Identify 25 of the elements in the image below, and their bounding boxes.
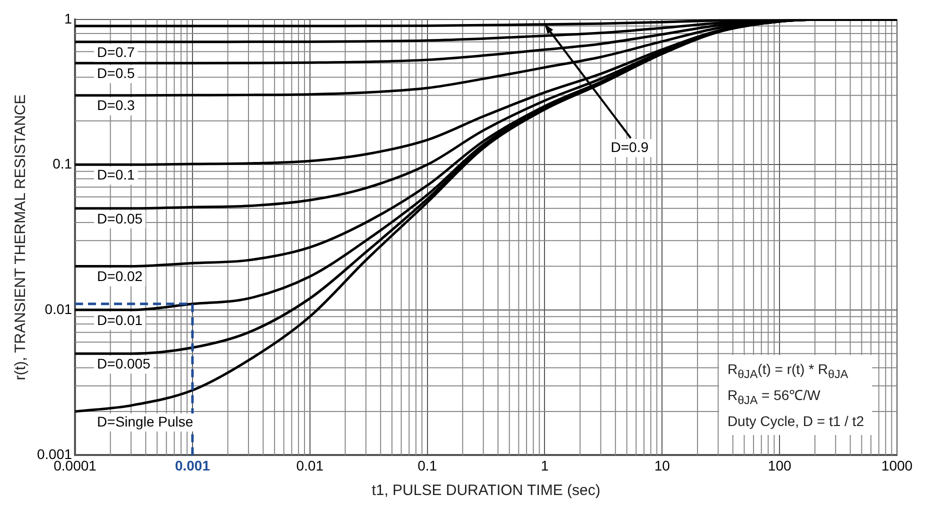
annotation: R$_{θJA}$(t) = r(t) * R$_{θJA}$ [727,360,850,384]
x-tick-label: 100 [768,457,792,474]
series-label: D=0.005 [97,356,151,372]
series-label: D=0.5 [97,64,135,81]
x-tick-label: 1 [540,457,549,474]
x-tick-label: 1000 [881,457,913,474]
x-axis-title: t1, PULSE DURATION TIME (sec) [372,482,600,500]
series-label: D=0.7 [97,44,135,60]
annotation: Duty Cycle, D = t1 / t2 [727,412,864,431]
series-label: D=0.02 [97,268,143,284]
y-tick-label: 0.1 [52,156,72,172]
x-tick-label: 0.1 [418,457,438,474]
series-label: D=0.3 [97,97,135,114]
y-tick-label: 0.01 [44,300,72,317]
series-label: D=0.05 [97,210,143,226]
series-label: D=0.01 [97,312,143,328]
annotation: R$_{θJA}$ = 56℃/W [727,386,822,409]
series-label: D=0.1 [97,166,135,183]
x-tick-label: 0.001 [174,457,210,474]
text: D=0.9 [610,138,649,155]
y-axis-title: r(t), TRANSIENT THERMAL RESISTANCE [12,94,30,380]
series-label: D=Single Pulse [97,413,194,430]
x-tick-label: 10 [654,457,670,474]
y-tick-label: 1 [64,10,72,26]
x-tick-label: 0.01 [296,457,324,474]
